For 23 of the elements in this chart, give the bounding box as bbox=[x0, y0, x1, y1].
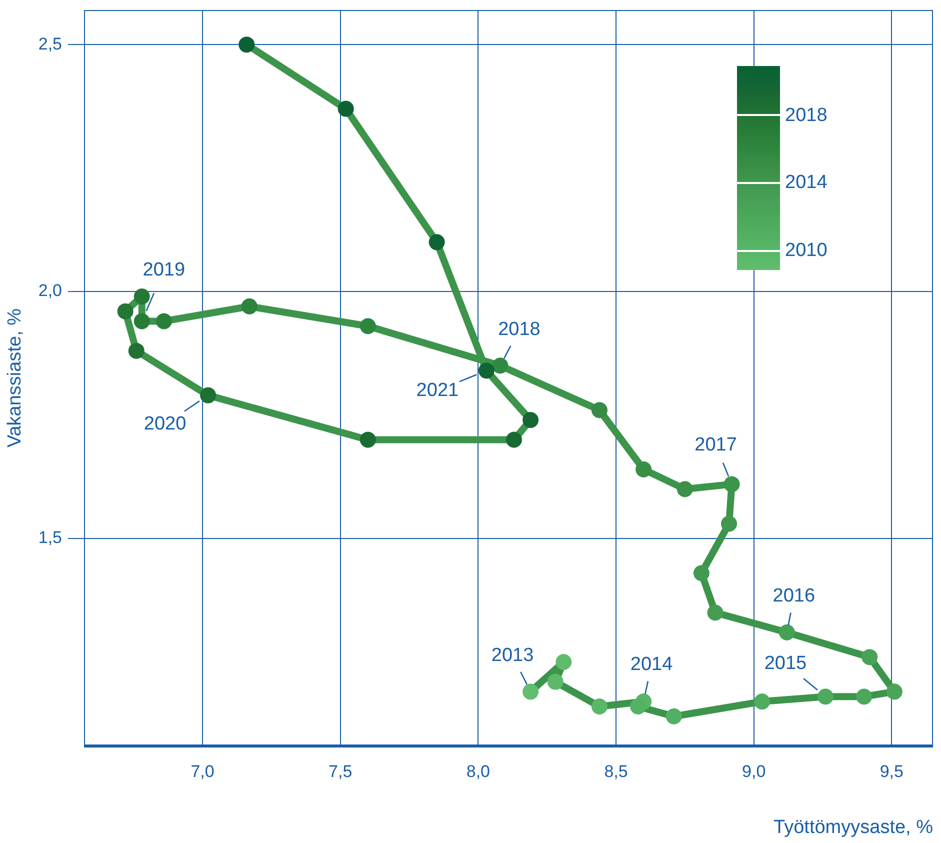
annotation: 2014 bbox=[630, 654, 674, 675]
y-tick-label: 2,0 bbox=[38, 281, 62, 300]
y-tick-label: 1,5 bbox=[38, 528, 62, 548]
annotation: 2017 bbox=[694, 434, 737, 456]
y-axis-title: Vakanssiaste, % bbox=[4, 308, 26, 448]
annotation: 2016 bbox=[772, 586, 816, 607]
annotation: 2013 bbox=[491, 644, 534, 666]
x-tick-label: 8,5 bbox=[604, 762, 628, 781]
annotation: 2010 bbox=[785, 240, 828, 262]
x-tick-label: 9,5 bbox=[880, 762, 904, 781]
x-axis-title: Työttömyysaste, % bbox=[774, 816, 934, 838]
annotation: 2020 bbox=[144, 414, 186, 435]
annotation: 2014 bbox=[785, 172, 828, 194]
y-tick-label: 2,5 bbox=[38, 34, 62, 54]
annotation: 2018 bbox=[498, 318, 540, 340]
x-tick-label: 8,0 bbox=[466, 762, 490, 781]
x-tick-label: 7,5 bbox=[328, 762, 352, 781]
x-tick-label: 7,0 bbox=[190, 762, 214, 781]
annotation: 2015 bbox=[764, 652, 807, 674]
annotation: 2018 bbox=[785, 105, 828, 127]
annotation: 2019 bbox=[142, 259, 186, 280]
x-tick-label: 9,0 bbox=[742, 762, 766, 781]
annotation: 2021 bbox=[416, 380, 459, 401]
